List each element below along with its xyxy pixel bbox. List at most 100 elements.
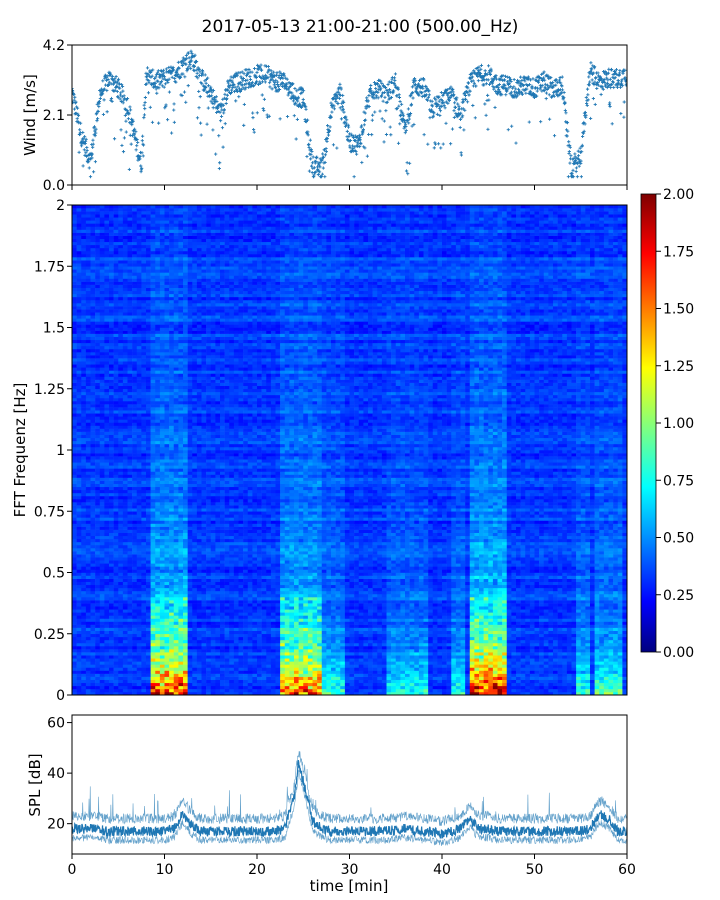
spectrogram-cell	[270, 676, 276, 680]
spectrogram-cell	[409, 664, 415, 668]
spectrogram-cell	[409, 691, 415, 695]
spectrogram-cell	[451, 670, 457, 674]
spectrogram-cell	[266, 679, 272, 684]
spectrogram-cell	[571, 649, 577, 653]
spectrogram-cell	[72, 682, 77, 687]
spectrogram-cell	[270, 630, 276, 635]
spectrogram-cell	[307, 667, 313, 671]
spectrogram-cell	[173, 688, 179, 693]
wind-data-point	[471, 79, 475, 83]
spectrogram-cell	[173, 682, 179, 687]
spectrogram-cell	[146, 639, 151, 644]
spectrogram-cell	[585, 688, 591, 693]
spectrogram-cell	[164, 682, 170, 687]
wind-data-point	[90, 156, 94, 160]
spectrogram-cell	[164, 621, 170, 625]
spectrogram-cell	[534, 673, 540, 677]
wind-data-point	[425, 87, 429, 91]
spectrogram-cell	[104, 633, 110, 638]
spectrogram-cell	[104, 661, 110, 665]
spectrogram-cell	[451, 646, 457, 650]
spectrogram-cell	[335, 633, 341, 638]
spectrogram-cell	[164, 664, 170, 668]
spectrogram-cell	[220, 685, 225, 690]
spectrogram-cell	[192, 633, 198, 638]
spectrogram-cell	[566, 649, 572, 653]
spectrogram-cell	[178, 658, 184, 662]
spectrogram-cell	[243, 676, 249, 680]
spectrogram-cell	[372, 649, 378, 653]
spectrogram-cell	[349, 685, 355, 690]
spectrogram-cell	[391, 649, 397, 653]
spectrogram-cell	[497, 624, 503, 628]
spectrogram-cell	[381, 627, 387, 631]
spectrogram-cell	[178, 670, 184, 674]
spectrogram-cell	[381, 636, 387, 641]
spectrogram-cell	[303, 624, 309, 628]
spectrogram-cell	[252, 676, 258, 680]
wind-data-point	[336, 101, 340, 106]
spectrogram-cell	[516, 639, 521, 644]
spectrogram-cell	[201, 655, 207, 659]
wind-data-point	[327, 129, 332, 133]
wind-data-point	[433, 142, 438, 146]
spectrogram-cell	[363, 642, 369, 647]
spectrogram-cell	[109, 624, 114, 628]
spectrogram-cell	[155, 691, 161, 695]
spectrogram-cell	[405, 649, 410, 653]
spectrogram-cell	[354, 652, 360, 656]
spectrogram-cell	[520, 630, 526, 635]
spectrogram-cell	[122, 624, 128, 628]
spectrogram-cell	[368, 630, 373, 635]
spectrogram-cell	[164, 679, 170, 684]
spectrogram-cell	[183, 618, 188, 622]
spectrogram-cell	[557, 691, 563, 695]
spectrogram-cell	[90, 664, 96, 668]
wind-data-point	[321, 152, 325, 156]
wind-data-point	[411, 91, 415, 95]
spectrogram-cell	[238, 633, 244, 638]
spectrogram-cell	[243, 661, 249, 665]
spectrogram-cell	[451, 618, 457, 622]
wind-data-point	[551, 80, 555, 85]
spectrogram-cell	[405, 633, 410, 638]
spectrogram-cell	[289, 618, 295, 622]
spectrogram-cell	[465, 618, 471, 622]
spectrogram-cell	[132, 679, 138, 684]
spectrogram-cell	[432, 633, 438, 638]
spectrogram-cell	[303, 691, 309, 695]
spectrogram-cell	[150, 670, 156, 674]
spectrogram-cell	[243, 636, 249, 641]
spectrogram-cell	[358, 670, 364, 674]
spectrogram-cell	[220, 682, 225, 687]
spectrogram-cell	[238, 627, 244, 631]
spectrogram-cell	[243, 612, 249, 616]
spectrogram-cell	[136, 633, 142, 638]
wind-data-point	[376, 96, 380, 100]
spectrogram-cell	[81, 682, 87, 687]
wind-data-point	[340, 105, 345, 109]
spectrogram-cell	[391, 652, 397, 656]
wind-data-point	[211, 128, 215, 132]
spectrogram-cell	[576, 679, 582, 684]
spectrogram-cell	[238, 691, 244, 695]
wind-data-point	[154, 75, 158, 79]
wind-data-point	[567, 149, 571, 154]
spectrogram-cell	[506, 685, 512, 690]
spectrogram-cell	[76, 612, 82, 616]
spectrogram-cell	[99, 655, 105, 659]
spectrogram-cell	[446, 646, 452, 650]
spectrogram-cell	[257, 673, 262, 677]
spectrogram-cell	[474, 673, 480, 677]
wind-data-point	[544, 97, 548, 101]
wind-data-point	[348, 146, 352, 150]
spectrogram-cell	[594, 670, 600, 674]
wind-data-point	[463, 108, 467, 112]
spectrogram-cell	[312, 642, 318, 647]
wind-data-point	[619, 111, 623, 116]
spectrogram-cell	[566, 655, 572, 659]
spectrogram-cell	[479, 670, 484, 674]
wind-data-point	[252, 66, 257, 71]
spectrogram-cell	[349, 673, 355, 677]
spectrogram-cell	[266, 685, 272, 690]
